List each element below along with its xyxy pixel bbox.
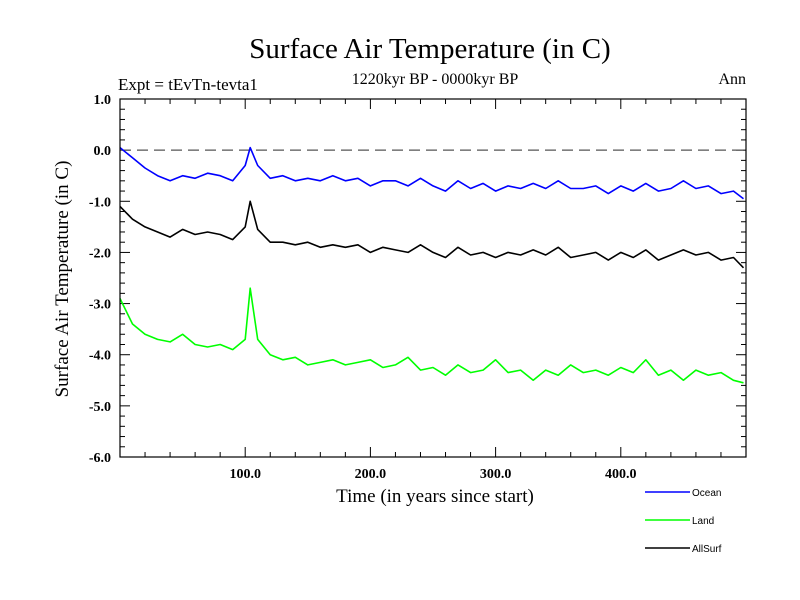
legend-label-ocean: Ocean: [692, 488, 721, 499]
period-label: 1220kyr BP - 0000kyr BP: [352, 71, 519, 88]
plot-area: 100.0 200.0 300.0 400.0 1.0 0.0 -1.0 -2.0 -3.0 -4…: [89, 93, 747, 482]
y-tick-label: 0.0: [94, 144, 112, 159]
legend-label-allsurf: AllSurf: [692, 544, 722, 555]
y-tick-label: -2.0: [89, 246, 111, 261]
experiment-label: Expt = tEvTn-tevta1: [118, 75, 258, 94]
y-tick-label: -4.0: [89, 349, 111, 364]
y-axis-label: Surface Air Temperature (in C): [52, 161, 73, 398]
legend: Ocean Land AllSurf: [645, 488, 722, 555]
series-line-land: [119, 287, 744, 384]
y-tick-label: -1.0: [89, 195, 111, 210]
x-tick-label: 200.0: [355, 467, 387, 482]
plot-frame: [119, 98, 747, 458]
season-label: Ann: [718, 71, 746, 88]
x-tick-label: 400.0: [605, 467, 637, 482]
y-tick-label: -5.0: [89, 400, 111, 415]
series-line-allsurf: [119, 200, 745, 269]
y-tick-label: 1.0: [94, 93, 112, 108]
x-tick-label: 300.0: [480, 467, 512, 482]
chart-title: Surface Air Temperature (in C): [249, 33, 610, 65]
legend-label-land: Land: [692, 516, 714, 527]
x-tick-label: 100.0: [229, 467, 261, 482]
series-line-ocean: [119, 146, 744, 200]
x-axis-label: Time (in years since start): [336, 486, 534, 507]
y-tick-label: -3.0: [89, 298, 111, 313]
y-tick-label: -6.0: [89, 451, 111, 466]
